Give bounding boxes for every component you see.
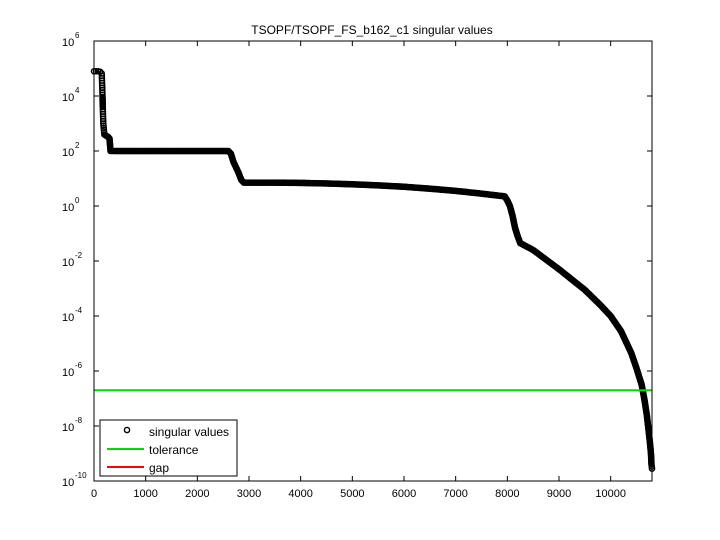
chart-title: TSOPF/TSOPF_FS_b162_c1 singular values [251,23,492,37]
y-tick-label-base: 10 [62,202,74,214]
x-tick-label: 2000 [185,488,209,500]
x-tick-label: 7000 [443,488,467,500]
y-tick-label-exponent: 0 [75,196,80,205]
x-tick-label: 0 [91,488,97,500]
legend-label-singular-values: singular values [149,425,229,439]
y-tick-label-base: 10 [62,147,74,159]
legend: singular values tolerance gap [99,419,238,477]
x-tick-label: 10000 [595,488,626,500]
legend-marker-singular-values [123,426,131,434]
y-tick-label-base: 10 [62,422,74,434]
x-tick-label: 1000 [133,488,157,500]
x-tick-label: 9000 [547,488,571,500]
legend-label-gap: gap [149,461,169,475]
data-layer [90,67,656,472]
y-tick-label-exponent: -6 [75,361,83,370]
y-tick-label-base: 10 [62,477,74,489]
y-tick-label-base: 10 [62,257,74,269]
x-tick-label: 3000 [237,488,261,500]
y-tick-label-base: 10 [62,37,74,49]
y-tick-label-exponent: 6 [75,31,80,40]
x-tick-label: 6000 [392,488,416,500]
y-tick-label-base: 10 [62,312,74,324]
x-tick-label: 4000 [288,488,312,500]
legend-label-tolerance: tolerance [149,443,199,457]
y-tick-label-base: 10 [62,367,74,379]
y-tick-label-exponent: -8 [75,416,83,425]
x-tick-label: 8000 [495,488,519,500]
x-axis: 0 1000 2000 3000 4000 5000 6000 7000 8000 9000 100… [91,41,626,500]
y-tick-label-exponent: -4 [75,306,83,315]
singular-value-point [92,67,100,75]
y-tick-label-exponent: -10 [75,471,87,480]
y-tick-label-base: 10 [62,92,74,104]
y-tick-label-exponent: 2 [75,141,80,150]
x-tick-label: 5000 [340,488,364,500]
y-tick-label-exponent: 4 [75,86,80,95]
y-tick-label-exponent: -2 [75,251,83,260]
